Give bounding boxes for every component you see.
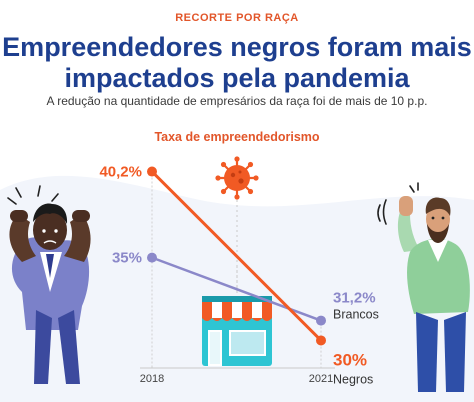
point-brancos-2018 xyxy=(147,252,157,263)
data-label-brancos-2021: 31,2% xyxy=(333,290,376,307)
series-name-brancos: Brancos xyxy=(333,308,379,322)
data-label-negros-2018: 40,2% xyxy=(99,164,142,181)
point-negros-2021 xyxy=(316,335,326,346)
chart-title: Taxa de empreendedorismo xyxy=(154,130,320,144)
page-subtitle: A redução na quantidade de empresários d… xyxy=(46,94,428,108)
series-name-negros: Negros xyxy=(333,372,373,386)
virus-icon xyxy=(215,156,259,200)
point-negros-2018 xyxy=(147,166,157,177)
data-label-brancos-2018: 35% xyxy=(112,250,142,267)
data-label-negros-2021: 30% xyxy=(333,350,367,369)
frustrated-man-illustration xyxy=(377,182,470,392)
worried-man-illustration xyxy=(7,185,91,384)
page-title-line1: Empreendedores negros foram mais xyxy=(2,32,472,62)
point-brancos-2021 xyxy=(316,315,326,326)
series-line-negros xyxy=(150,170,323,342)
storefront-icon xyxy=(202,296,272,366)
kicker: RECORTE POR RAÇA xyxy=(175,12,299,24)
x-tick-label-2018: 2018 xyxy=(140,373,164,385)
x-tick-label-2021: 2021 xyxy=(309,373,333,385)
page-title-line2: impactados pela pandemia xyxy=(64,63,410,93)
series-line-brancos xyxy=(151,256,322,322)
